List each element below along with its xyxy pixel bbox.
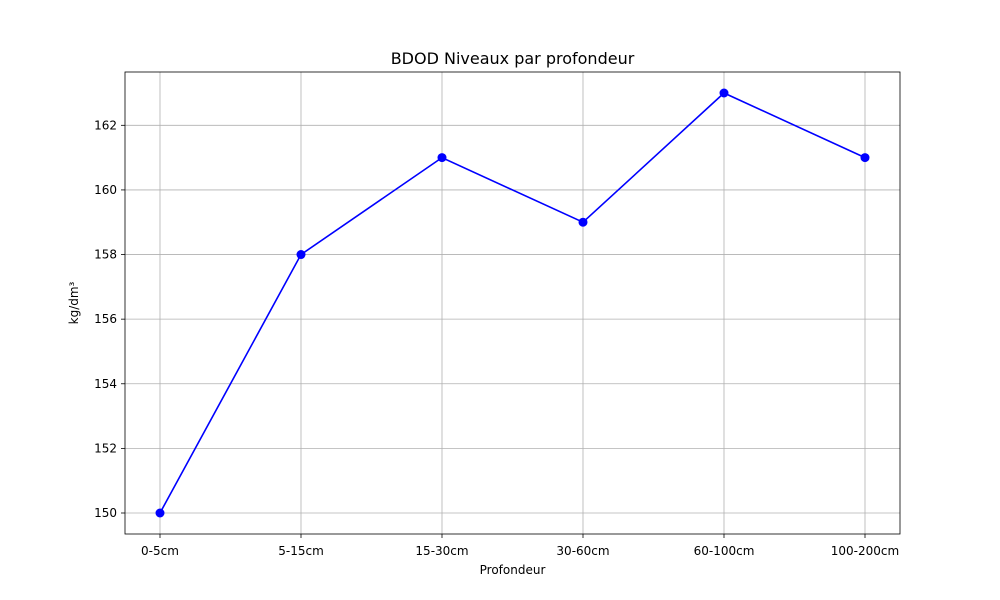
x-axis-label: Profondeur [480,563,546,577]
grid-layer [125,72,900,534]
y-tick-label: 162 [94,118,117,132]
data-point [437,153,447,163]
ticks-layer: 0-5cm 5-15cm 15-30cm 30-60cm 60-100cm 100-200… [94,118,899,558]
x-tick-label: 5-15cm [278,544,324,558]
data-point [155,508,165,518]
plot-frame [124,71,901,535]
data-point [860,153,870,163]
x-tick-label: 30-60cm [556,544,609,558]
series-line [159,92,866,514]
chart-title: BDOD Niveaux par profondeur [391,49,635,68]
y-tick-label: 160 [94,183,117,197]
x-tick-label: 60-100cm [694,544,755,558]
series-layer [155,88,870,518]
y-tick-label: 156 [94,312,117,326]
y-tick-label: 152 [94,441,117,455]
y-tick-label: 158 [94,248,117,262]
x-tick-label: 0-5cm [141,544,179,558]
data-point [719,88,729,98]
x-tick-label: 15-30cm [415,544,468,558]
data-point [578,217,588,227]
y-tick-label: 150 [94,506,117,520]
x-tick-label: 100-200cm [831,544,899,558]
data-point [296,250,306,260]
y-tick-label: 154 [94,377,117,391]
y-axis-label: kg/dm³ [67,281,81,324]
